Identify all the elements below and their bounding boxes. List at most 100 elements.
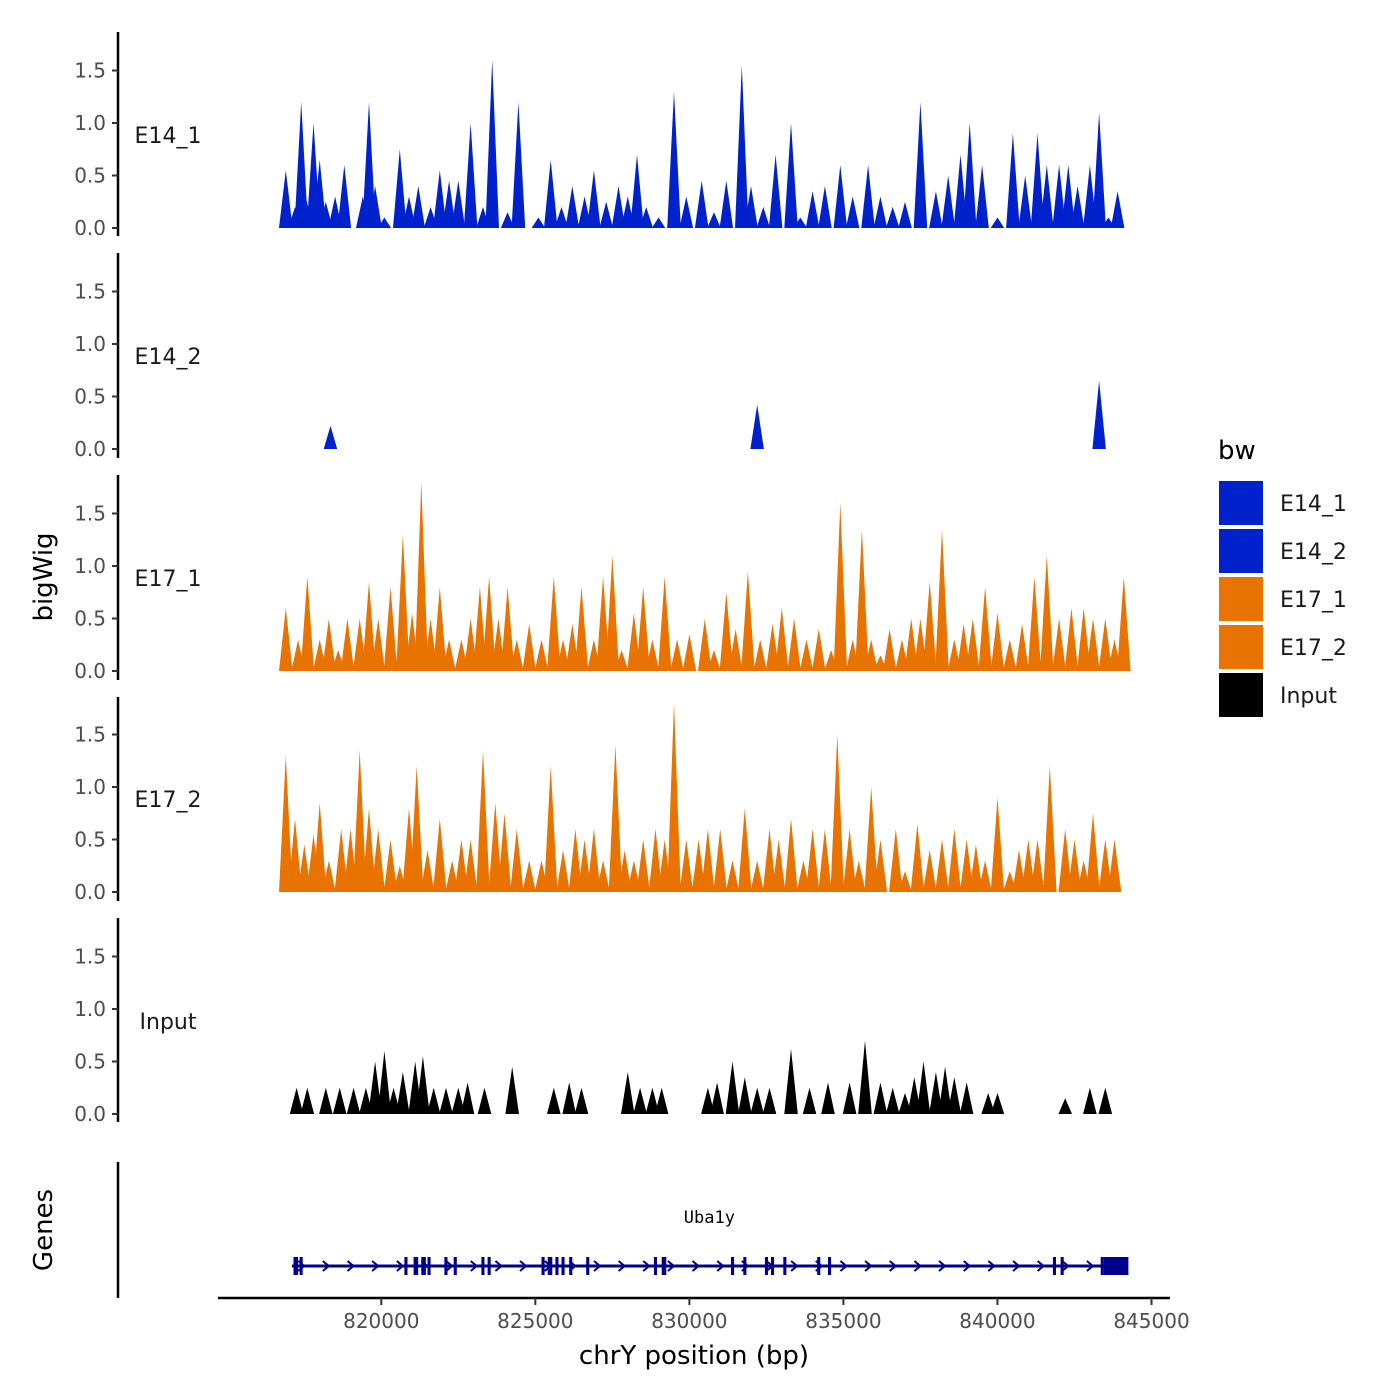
exon (771, 1257, 775, 1275)
strand-chevron (617, 1260, 627, 1272)
peak (1098, 1087, 1113, 1114)
peak (956, 623, 971, 671)
peak (765, 623, 780, 671)
peak (1117, 576, 1131, 671)
peak (898, 871, 912, 892)
peak (1030, 133, 1045, 228)
peak (1077, 608, 1091, 671)
peak (500, 212, 515, 228)
peak (383, 839, 398, 892)
exon (653, 1257, 657, 1275)
legend: bw E14_1 E14_2 E17_1 E17_2 Input (1218, 436, 1347, 717)
peak (799, 639, 814, 671)
peak (756, 207, 771, 228)
exon (569, 1257, 573, 1275)
peak (614, 650, 629, 671)
legend-label: E14_2 (1280, 540, 1347, 565)
peak (990, 217, 1005, 228)
peak (596, 576, 610, 671)
peak (565, 623, 580, 671)
peak (744, 186, 758, 228)
peak (728, 629, 743, 671)
exon (427, 1257, 431, 1275)
peak (491, 618, 506, 671)
peak (855, 529, 869, 671)
peak (312, 639, 327, 671)
track-E17_1: 0.0 0.5 1.0 1.5 E17_1 (74, 475, 1131, 683)
peak (346, 1087, 361, 1114)
peak (738, 808, 752, 892)
peak (1067, 839, 1082, 892)
peak (371, 829, 385, 892)
peak (701, 1087, 715, 1114)
peak (319, 201, 333, 228)
peak (775, 608, 789, 671)
peak (929, 191, 943, 228)
peak (784, 1048, 798, 1114)
peak (510, 639, 524, 671)
peak (544, 766, 558, 892)
peak (577, 839, 592, 892)
peak (784, 123, 798, 228)
peak (938, 1066, 952, 1114)
y-tick-label: 1.5 (74, 945, 106, 969)
peak (762, 1087, 777, 1114)
peak (864, 639, 878, 671)
exon (293, 1257, 299, 1275)
exon (299, 1257, 303, 1275)
peak (636, 587, 650, 671)
peak (463, 618, 478, 671)
peak (300, 576, 315, 671)
exon (444, 1257, 448, 1275)
strand-chevron (963, 1260, 972, 1272)
peak (953, 154, 968, 228)
y-tick-label: 0.0 (74, 880, 106, 904)
peak (873, 1082, 888, 1114)
peak (990, 797, 1005, 892)
peak (488, 802, 503, 892)
peak (565, 186, 580, 228)
peak (396, 1072, 410, 1114)
peak (1043, 766, 1057, 892)
peak (476, 750, 490, 892)
track-E17_2: 0.0 0.5 1.0 1.5 E17_2 (74, 697, 1122, 904)
peak (477, 1087, 492, 1114)
exon (661, 1257, 667, 1275)
exon (404, 1257, 408, 1275)
peak (981, 1093, 995, 1114)
peak (898, 1093, 912, 1114)
peak (1018, 175, 1032, 228)
x-tick-label: 845000 (1113, 1309, 1189, 1333)
peak (544, 159, 558, 228)
peak (636, 839, 650, 892)
peak (1030, 839, 1045, 892)
strand-chevron (1012, 1260, 1021, 1272)
peak (368, 186, 382, 228)
peak (963, 123, 977, 228)
peak (500, 587, 515, 671)
peak (898, 201, 912, 228)
peak (497, 813, 512, 892)
peak (556, 639, 570, 671)
peak (1083, 165, 1097, 228)
peak (907, 1077, 922, 1114)
peak (396, 534, 410, 671)
peak (414, 482, 429, 671)
exon (731, 1257, 735, 1275)
track-label: Input (140, 1010, 197, 1035)
peak (505, 1066, 519, 1114)
strand-chevron (1086, 1260, 1095, 1272)
peak (279, 608, 293, 671)
peak (842, 829, 857, 892)
peak (922, 581, 937, 671)
peak (1006, 133, 1020, 228)
peak (667, 703, 681, 892)
peak (679, 196, 694, 228)
peak (383, 587, 398, 671)
peak (969, 844, 983, 892)
peak (1086, 813, 1100, 892)
peak (725, 860, 740, 892)
peak (805, 191, 820, 228)
peak (645, 639, 660, 671)
peak (1012, 850, 1026, 892)
